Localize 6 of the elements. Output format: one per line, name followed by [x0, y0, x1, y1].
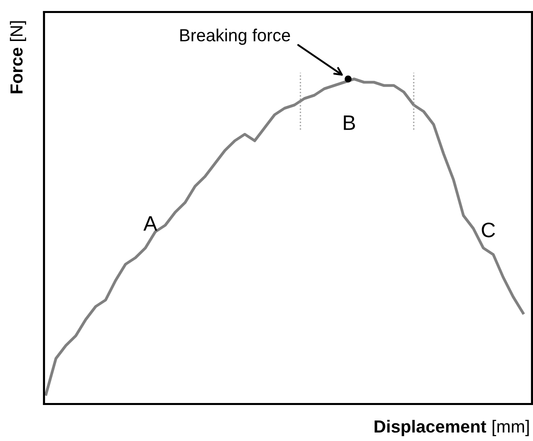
annotation: A	[143, 216, 158, 231]
x-axis-title: Displacement [mm]	[374, 420, 529, 436]
text: Breaking force	[180, 28, 290, 45]
annotation: C	[482, 222, 495, 238]
annotation: B	[344, 116, 355, 130]
y-axis-title: Force [N]	[10, 21, 26, 94]
